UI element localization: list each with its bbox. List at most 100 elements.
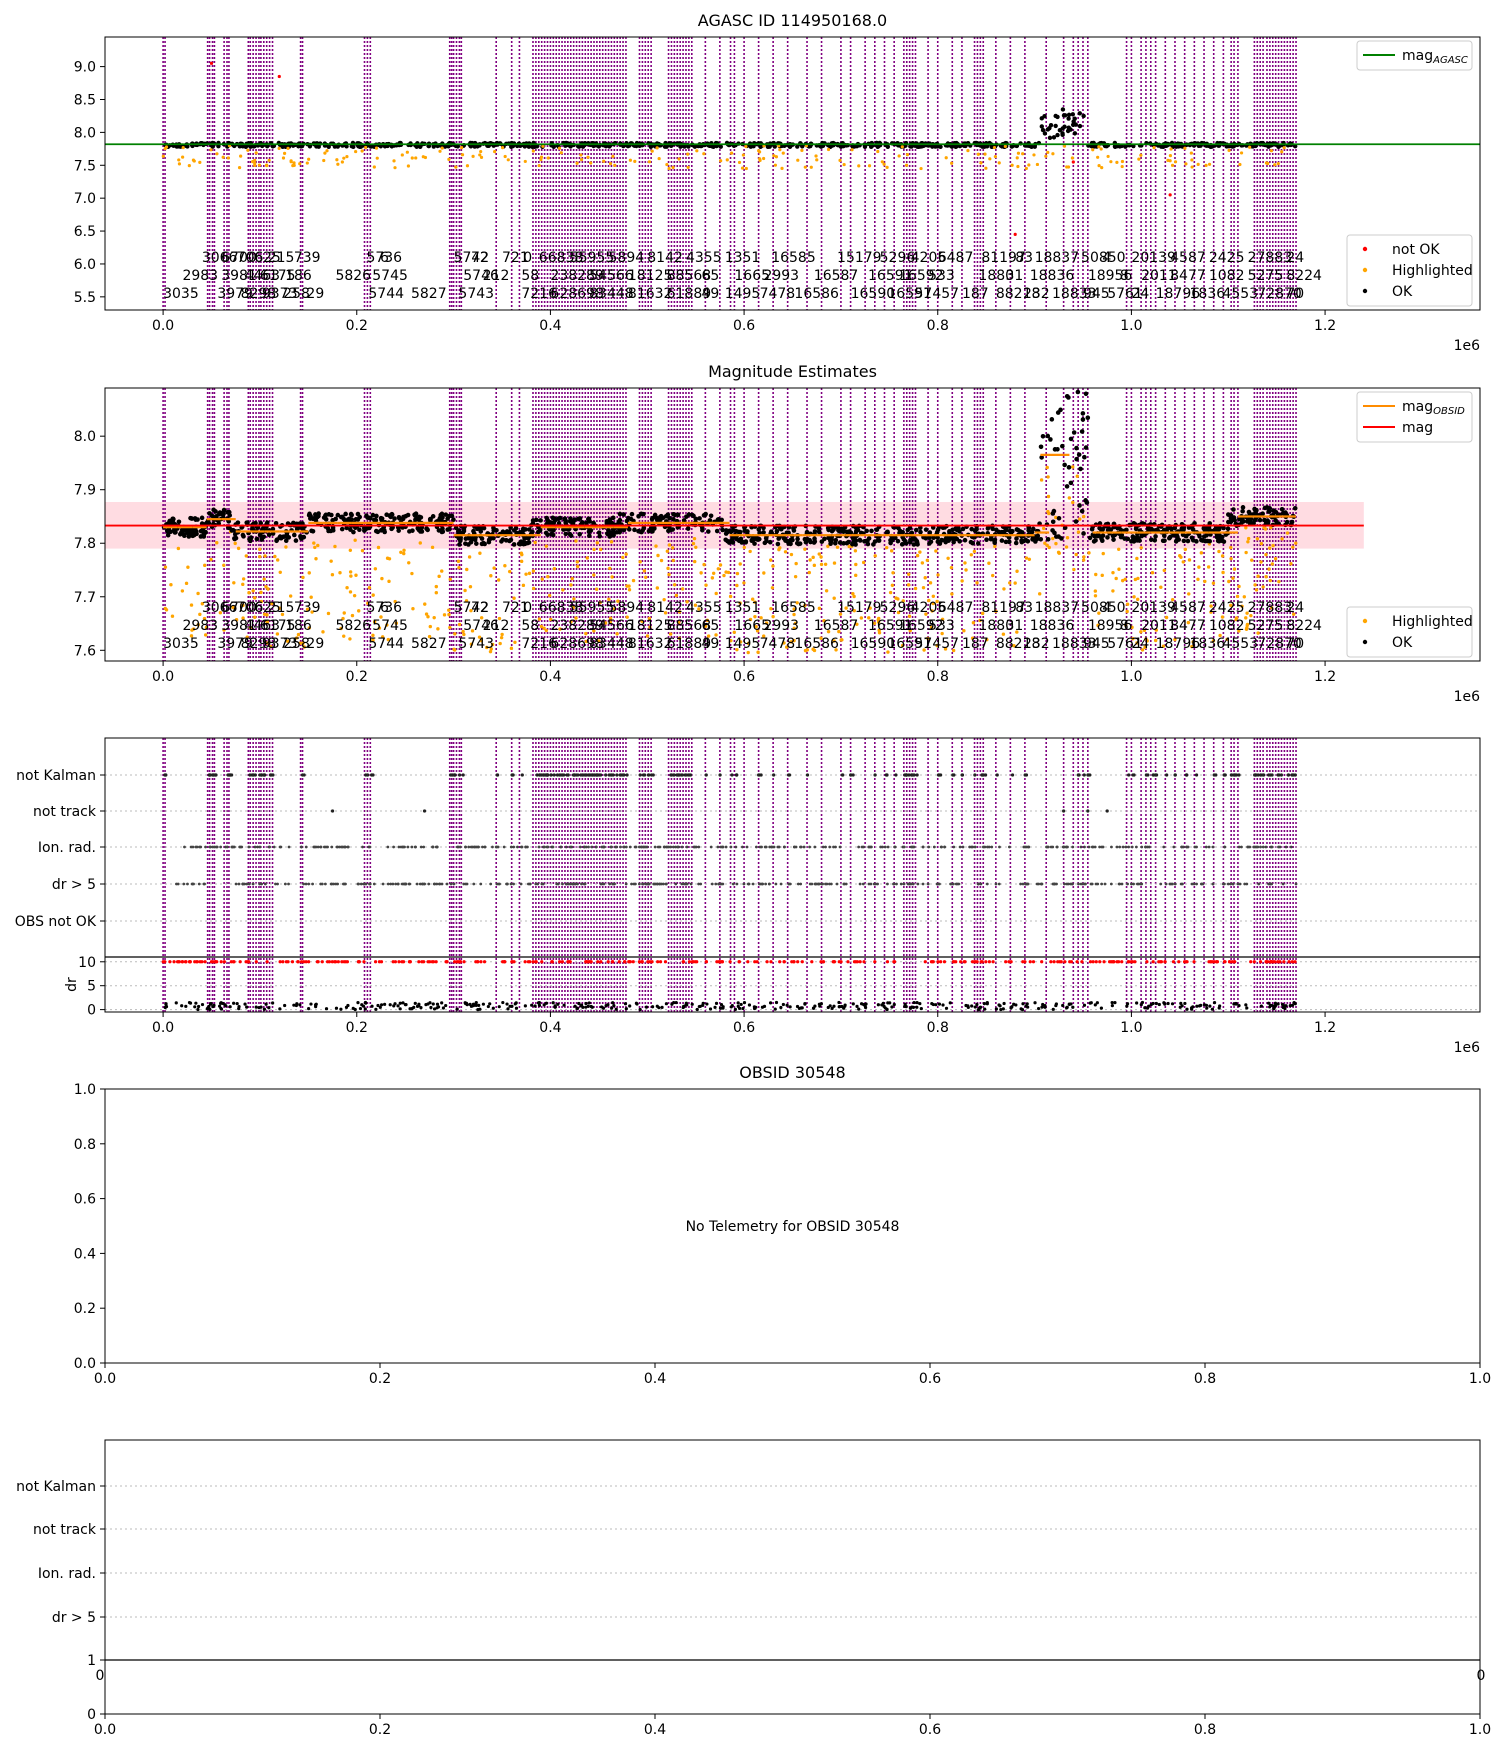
highlighted-point: [929, 625, 934, 630]
highlighted-point: [1245, 626, 1249, 630]
obsid-label: 6700: [221, 600, 257, 616]
dr-over-5-point: [908, 882, 911, 886]
dr-over-5-point: [245, 882, 249, 886]
ok-point: [379, 516, 385, 521]
highlighted-point: [465, 164, 470, 168]
highlighted-point: [180, 589, 185, 593]
ok-point: [756, 536, 762, 542]
obsid-label: 16591: [887, 286, 932, 302]
ok-point: [563, 518, 568, 523]
ok-point: [1066, 116, 1071, 121]
dr-point: [911, 1005, 916, 1009]
obsid-label: 6: [380, 600, 389, 616]
highlighted-point: [718, 563, 723, 567]
ok-point: [571, 518, 576, 524]
highlighted-point: [531, 569, 536, 573]
obsid-label: 5744: [368, 636, 404, 652]
highlighted-point: [668, 632, 673, 636]
obsid-label: 4205: [911, 600, 947, 616]
not-kalman-point: [1132, 773, 1136, 777]
ok-point: [1118, 534, 1124, 540]
highlighted-point: [1046, 150, 1050, 154]
highlighted-point: [714, 591, 718, 596]
ion-rad-point: [1127, 845, 1131, 849]
ion-rad-point: [537, 845, 541, 849]
highlighted-point: [349, 574, 353, 578]
highlighted-point: [1114, 576, 1118, 581]
ion-rad-point: [1065, 845, 1068, 849]
obsid-label: 625: [254, 600, 281, 616]
x-offset-label: 1e6: [1454, 338, 1481, 354]
not-kalman-point: [208, 773, 212, 777]
ok-point: [812, 536, 817, 542]
ion-rad-point: [435, 845, 439, 849]
highlighted-point: [803, 603, 807, 608]
ok-point: [1042, 131, 1048, 136]
ok-point: [225, 509, 230, 515]
highlighted-point: [241, 616, 245, 620]
highlighted-point: [900, 643, 905, 648]
highlighted-point: [876, 149, 880, 154]
highlighted-point: [756, 650, 760, 654]
ok-point: [587, 533, 592, 538]
dr-point: [660, 1005, 664, 1010]
ok-point: [847, 529, 852, 534]
dr-point: [912, 1000, 916, 1005]
not-kalman-point: [1237, 773, 1241, 777]
ok-point: [833, 537, 839, 543]
highlighted-point: [503, 563, 507, 568]
highlighted-point: [671, 165, 675, 170]
ok-point: [610, 515, 616, 521]
obsid-label: 72870: [1257, 636, 1302, 652]
dr-over-5-point: [994, 882, 998, 886]
dr-over-5-point: [176, 882, 180, 886]
highlighted-point: [298, 162, 302, 166]
highlighted-point: [262, 577, 266, 581]
highlighted-point: [935, 643, 939, 648]
ion-rad-point: [204, 845, 207, 849]
obsid-label: 27883: [1248, 600, 1293, 616]
highlighted-point: [758, 158, 762, 162]
x-tick-label: 1.0: [1120, 318, 1142, 334]
dr-over-5-point: [779, 882, 783, 886]
dr-over-5-point: [1211, 882, 1215, 886]
highlighted-point: [919, 166, 923, 171]
obsid-label: 16592: [899, 268, 944, 284]
y-tick-label: 8.0: [74, 125, 96, 141]
highlighted-point: [1125, 609, 1129, 614]
dr-point: [705, 1002, 709, 1006]
highlighted-point: [931, 601, 935, 606]
not-ok-point: [209, 61, 214, 65]
highlighted-point: [447, 612, 451, 617]
ok-point: [186, 534, 192, 539]
highlighted-point: [1190, 165, 1194, 169]
not-kalman-point: [1024, 773, 1029, 777]
ok-point: [916, 144, 922, 149]
highlighted-point: [931, 594, 936, 598]
highlighted-point: [1168, 159, 1172, 163]
dr-over-5-point: [835, 882, 839, 886]
dr-over-5-point: [372, 882, 376, 886]
highlighted-point: [295, 636, 299, 640]
highlighted-point: [307, 157, 311, 161]
highlighted-point: [1239, 151, 1244, 155]
ok-point: [697, 516, 702, 521]
highlighted-point: [852, 594, 856, 599]
ok-point: [326, 528, 331, 534]
dr-over-5-point: [1077, 882, 1080, 886]
highlighted-point: [803, 648, 808, 653]
dr-over-5-point: [641, 882, 644, 886]
not-kalman-point: [649, 773, 654, 777]
dr-over-5-point: [505, 882, 509, 886]
highlighted-point: [436, 627, 440, 631]
ok-point: [988, 536, 994, 542]
highlighted-point: [1123, 577, 1127, 582]
legend-marker: [1362, 288, 1368, 294]
ok-point: [607, 530, 613, 535]
not-ok-point: [277, 74, 281, 79]
highlighted-point: [489, 647, 493, 651]
ok-point: [1251, 520, 1256, 526]
highlighted-point: [1209, 610, 1213, 614]
dr-over-5-point: [674, 882, 678, 886]
highlighted-point: [1111, 570, 1115, 575]
